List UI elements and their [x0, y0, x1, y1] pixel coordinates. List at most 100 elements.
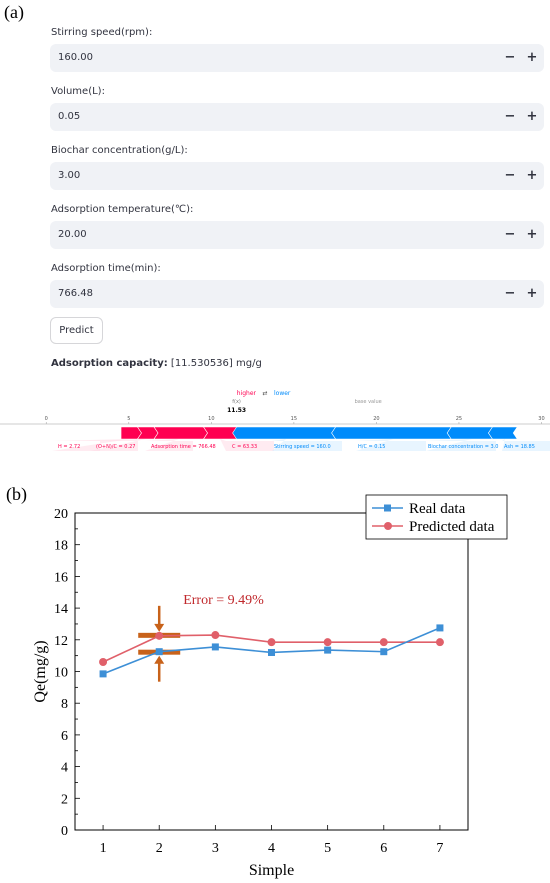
adsorption-time-value[interactable]: 766.48	[58, 288, 93, 299]
y-tick-label: 4	[61, 761, 68, 776]
volume-input[interactable]: 0.05 − +	[50, 103, 544, 131]
adsorption-time-label: Adsorption time(min):	[51, 263, 161, 274]
result-line: Adsorption capacity: [11.530536] mg/g	[51, 358, 262, 369]
predicted-data-point	[323, 638, 332, 647]
x-axis-label: Simple	[249, 862, 294, 879]
force-negative-feature-label: Ash = 18.85	[504, 444, 535, 450]
force-positive-feature-label: Adsorption time = 766.48	[151, 444, 216, 450]
predicted-data-point	[435, 638, 444, 647]
adsorption-temperature-value[interactable]: 20.00	[58, 229, 87, 240]
result-label: Adsorption capacity:	[51, 358, 168, 369]
force-negative-feature-label: H/C = 0.15	[358, 444, 385, 450]
force-tick-label: 5	[127, 416, 130, 422]
force-tick-label: 10	[208, 416, 214, 422]
panel-a-label: (a)	[4, 2, 24, 22]
legend-label: Predicted data	[409, 519, 495, 535]
real-data-point	[155, 648, 163, 656]
error-arrowhead-down	[154, 623, 165, 632]
force-negative-segment	[331, 426, 452, 440]
force-higher-label: higher	[237, 390, 257, 397]
force-positive-segment	[153, 426, 208, 440]
y-axis-label: Qe(mg/g)	[32, 640, 49, 702]
x-tick-label: 4	[268, 841, 275, 856]
predict-button[interactable]: Predict	[50, 317, 103, 344]
chart-frame	[74, 512, 469, 831]
volume-decrement-button[interactable]: −	[504, 109, 516, 124]
force-arrows-icon: ⇄	[262, 390, 267, 397]
predicted-data-point	[155, 631, 164, 640]
real-data-point	[99, 670, 107, 678]
legend-circle-marker	[384, 522, 392, 530]
force-base-value-label: base value	[355, 399, 382, 405]
x-tick-label: 3	[212, 841, 219, 856]
adsorption-temperature-increment-button[interactable]: +	[526, 227, 538, 242]
legend-square-marker	[384, 504, 391, 512]
force-tick-label: 25	[456, 416, 462, 422]
force-negative-segment	[232, 426, 337, 440]
volume-increment-button[interactable]: +	[526, 109, 538, 124]
adsorption-temperature-decrement-button[interactable]: −	[504, 227, 516, 242]
biochar-concentration-value[interactable]: 3.00	[58, 170, 81, 181]
result-value: [11.530536] mg/g	[170, 358, 262, 369]
stirring-speed-value[interactable]: 160.00	[58, 52, 93, 63]
force-negative-label-bg	[426, 439, 496, 451]
force-positive-feature-label: C = 63.33	[232, 444, 257, 450]
stirring-speed-increment-button[interactable]: +	[526, 50, 538, 65]
x-tick-label: 6	[380, 841, 387, 856]
force-negative-segment	[488, 426, 518, 440]
real-data-point	[380, 648, 388, 656]
volume-label: Volume(L):	[51, 86, 105, 97]
stirring-speed-label: Stirring speed(rpm):	[51, 27, 153, 38]
y-tick-label: 20	[54, 507, 68, 522]
stirring-speed-decrement-button[interactable]: −	[504, 50, 516, 65]
stirring-speed-input[interactable]: 160.00 − +	[50, 44, 544, 72]
adsorption-time-input[interactable]: 766.48 − +	[50, 280, 544, 308]
force-fx-label: f(x)	[232, 399, 241, 405]
force-fx-value: 11.53	[227, 407, 246, 414]
legend-label: Real data	[409, 501, 466, 517]
biochar-concentration-input[interactable]: 3.00 − +	[50, 162, 544, 190]
y-tick-label: 10	[54, 666, 68, 681]
predicted-data-point	[379, 638, 388, 647]
y-tick-label: 6	[61, 729, 68, 744]
adsorption-temperature-input[interactable]: 20.00 − +	[50, 221, 544, 249]
y-tick-label: 14	[54, 602, 68, 617]
panel-b-label: (b)	[6, 484, 27, 504]
y-tick-label: 18	[54, 539, 68, 554]
real-data-point	[268, 648, 275, 656]
biochar-concentration-increment-button[interactable]: +	[526, 168, 538, 183]
force-negative-label-bg	[356, 439, 426, 451]
force-positive-label-bg	[52, 439, 130, 451]
force-tick-label: 30	[538, 416, 544, 422]
y-tick-label: 0	[61, 824, 68, 839]
adsorption-temperature-label: Adsorption temperature(℃):	[51, 204, 194, 215]
force-positive-label-bg	[90, 439, 146, 451]
predicted-data-point	[211, 631, 220, 640]
adsorption-time-increment-button[interactable]: +	[526, 286, 538, 301]
biochar-concentration-label: Biochar concentration(g/L):	[51, 145, 188, 156]
predicted-data-point	[267, 638, 276, 647]
force-positive-label-bg	[145, 439, 193, 451]
x-tick-label: 5	[324, 841, 331, 856]
volume-value[interactable]: 0.05	[58, 111, 81, 122]
real-data-point	[436, 624, 444, 632]
biochar-concentration-decrement-button[interactable]: −	[504, 168, 516, 183]
predicted-data-point	[99, 657, 108, 666]
force-negative-label-bg	[502, 439, 550, 451]
error-annotation-text: Error = 9.49%	[183, 593, 264, 608]
adsorption-time-decrement-button[interactable]: −	[504, 286, 516, 301]
real-data-point	[324, 646, 332, 654]
force-tick-label: 15	[291, 416, 297, 422]
force-positive-feature-label: H = 2.72	[58, 444, 80, 450]
y-tick-label: 8	[61, 697, 68, 712]
force-tick-label: 0	[45, 416, 48, 422]
force-lower-label: lower	[274, 390, 291, 397]
x-tick-label: 2	[156, 841, 163, 856]
force-negative-feature-label: Stirring speed = 160.0	[274, 444, 331, 450]
real-data-point	[211, 643, 219, 651]
force-plot: higher ⇄ lower f(x) 11.53 base value 0 5 1…	[0, 390, 550, 451]
y-tick-label: 2	[61, 792, 68, 807]
force-negative-label-bg	[272, 439, 342, 451]
force-negative-feature-label: Biochar concentration = 3.0	[428, 444, 498, 450]
